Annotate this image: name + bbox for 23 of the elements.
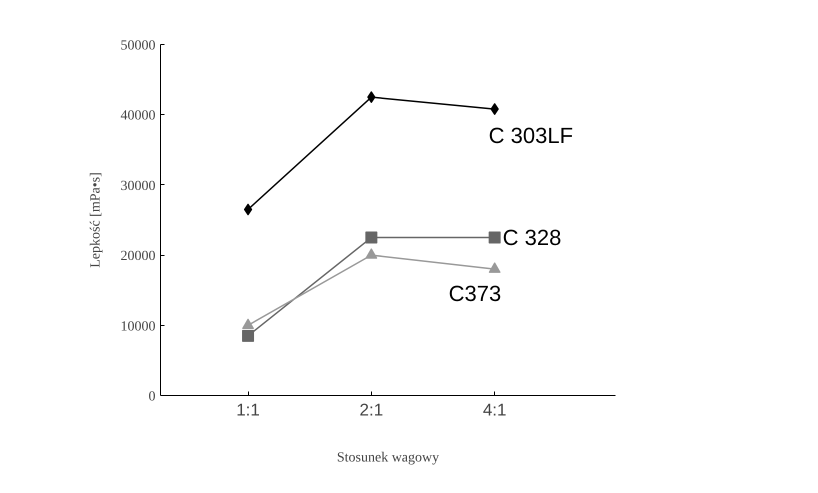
series-label: C 303LF (488, 123, 574, 148)
point (488, 232, 501, 244)
point (242, 318, 254, 329)
point (365, 248, 378, 259)
x-axis-title: Stosunek wagowy (336, 450, 440, 466)
y-tick-label: 50000 (120, 38, 156, 54)
y-tick-label: 10000 (120, 319, 156, 334)
y-tick-label: 40000 (120, 108, 156, 124)
y-tick-label: 30000 (120, 178, 156, 194)
point (365, 232, 378, 244)
y-tick-label: 0 (148, 390, 156, 404)
series-label: C373 (448, 281, 502, 306)
x-tick-label: 1:1 (236, 400, 260, 420)
y-axis-title: Lepkość [mPa•s] (88, 172, 104, 268)
series-label: C 328 (502, 225, 562, 250)
point (367, 91, 376, 104)
x-tick-label: 4:1 (482, 400, 506, 420)
point (244, 203, 252, 216)
y-tick-label: 20000 (120, 249, 156, 264)
point (490, 103, 499, 116)
x-tick-label: 2:1 (360, 400, 384, 420)
point (242, 330, 254, 342)
point (488, 262, 501, 273)
